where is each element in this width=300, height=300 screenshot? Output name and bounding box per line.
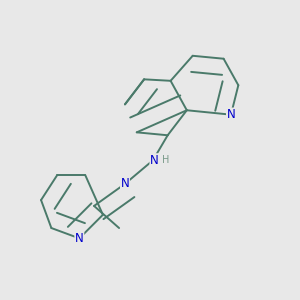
Text: N: N — [226, 108, 235, 121]
Text: N: N — [75, 232, 84, 245]
Text: N: N — [150, 154, 159, 167]
Text: H: H — [162, 155, 169, 165]
Text: N: N — [121, 177, 129, 190]
